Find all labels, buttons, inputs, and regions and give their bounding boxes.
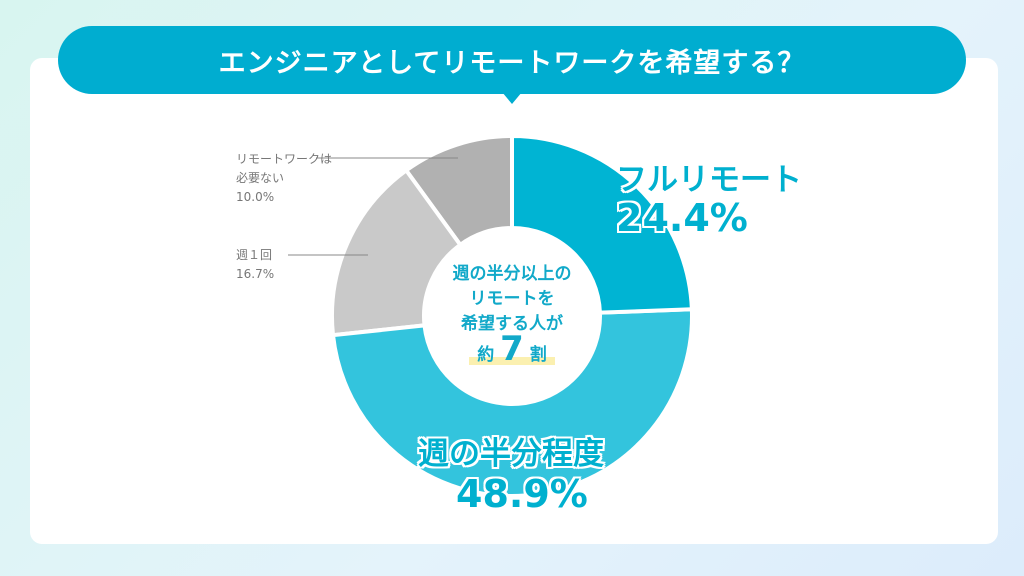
center-highlight: 約 7 割 — [469, 332, 555, 366]
center-suffix: 割 — [529, 345, 547, 365]
slice-0 — [510, 133, 694, 315]
label-none-name1: リモートワークは — [236, 152, 333, 166]
label-weekly-pct: 16.7% — [236, 267, 275, 281]
center-line3: 希望する人が — [461, 314, 563, 334]
label-full-name: フルリモート — [616, 162, 802, 198]
label-none-pct: 10.0% — [236, 190, 275, 204]
slice-2 — [330, 167, 464, 338]
page-title: エンジニアとしてリモートワークを希望する？ — [58, 26, 966, 94]
center-message: 週の半分以上の リモートを 希望する人が 約 7 割 — [424, 262, 600, 368]
label-none: リモートワークは 必要ない 10.0% — [236, 150, 332, 207]
center-number: 7 — [500, 329, 524, 369]
label-half-name: 週の半分程度 — [418, 436, 604, 472]
label-half-pct: 48.9% — [456, 472, 588, 516]
center-prefix: 約 — [477, 345, 495, 365]
center-line1: 週の半分以上の — [452, 264, 572, 284]
label-full-pct: 24.4% — [616, 196, 748, 240]
label-weekly-name: 週１回 — [236, 248, 273, 262]
label-none-name2: 必要ない — [236, 171, 285, 185]
slice-1 — [330, 307, 694, 498]
center-line2: リモートを — [469, 289, 555, 309]
title-pointer — [502, 92, 522, 104]
label-weekly: 週１回 16.7% — [236, 246, 274, 284]
